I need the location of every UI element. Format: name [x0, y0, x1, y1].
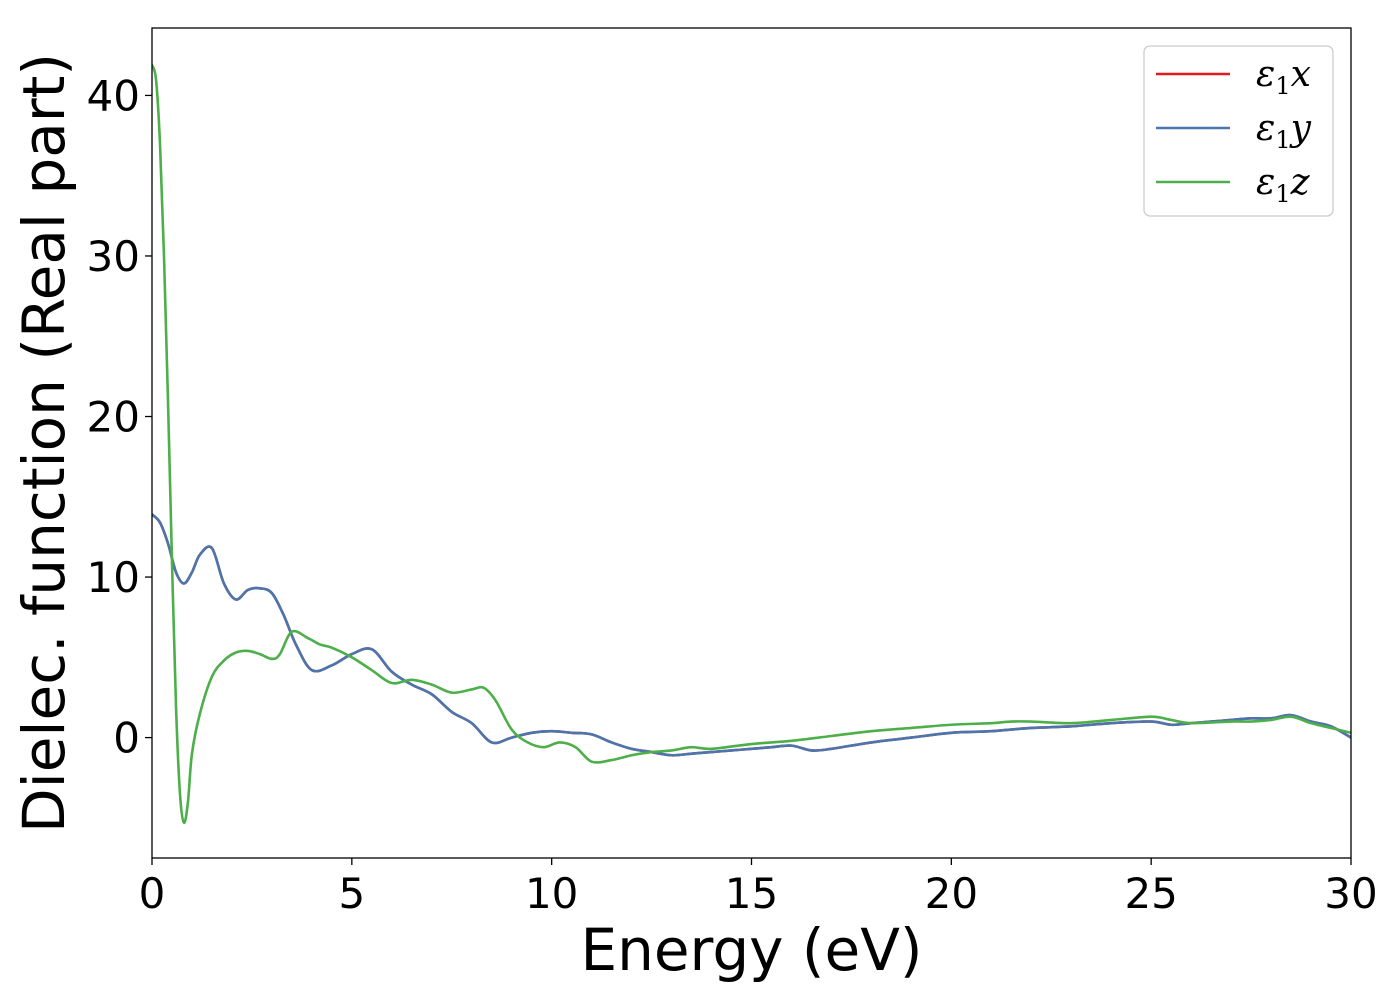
series-layer [152, 63, 1351, 824]
y-tick-label: 30 [87, 232, 140, 281]
legend-label-z: ε1z [1256, 162, 1311, 208]
legend-subscript: 1 [1275, 126, 1290, 154]
x-tick-label: 10 [525, 869, 578, 918]
legend-variable: z [1290, 162, 1311, 203]
series-line-z [152, 63, 1351, 824]
x-tick-label: 15 [725, 869, 778, 918]
y-tick-label: 20 [87, 393, 140, 442]
y-tick-label: 10 [87, 553, 140, 602]
legend-label-x: ε1x [1256, 54, 1311, 100]
legend-box [1143, 45, 1334, 217]
x-tick-label: 25 [1124, 869, 1177, 918]
ticks-layer: 0 5 10 15 20 25 30 0 10 20 30 40 [87, 71, 1378, 918]
x-tick-label: 30 [1324, 869, 1377, 918]
legend-subscript: 1 [1275, 72, 1290, 100]
legend-label-y: ε1y [1256, 108, 1312, 154]
legend-epsilon: ε [1256, 54, 1275, 95]
series-line-y [152, 513, 1351, 757]
x-tick-label: 20 [925, 869, 978, 918]
x-tick-label: 5 [338, 869, 365, 918]
legend-variable: y [1289, 108, 1312, 149]
x-tick-label: 0 [139, 869, 166, 918]
legend-epsilon: ε [1256, 162, 1275, 203]
legend-subscript: 1 [1275, 180, 1290, 208]
legend-epsilon: ε [1256, 108, 1275, 149]
x-axis-label: Energy (eV) [580, 916, 922, 984]
legend-variable: x [1291, 54, 1311, 95]
y-axis-label: Dielec. function (Real part) [10, 53, 78, 833]
y-tick-label: 40 [87, 71, 140, 120]
y-tick-label: 0 [113, 714, 140, 763]
